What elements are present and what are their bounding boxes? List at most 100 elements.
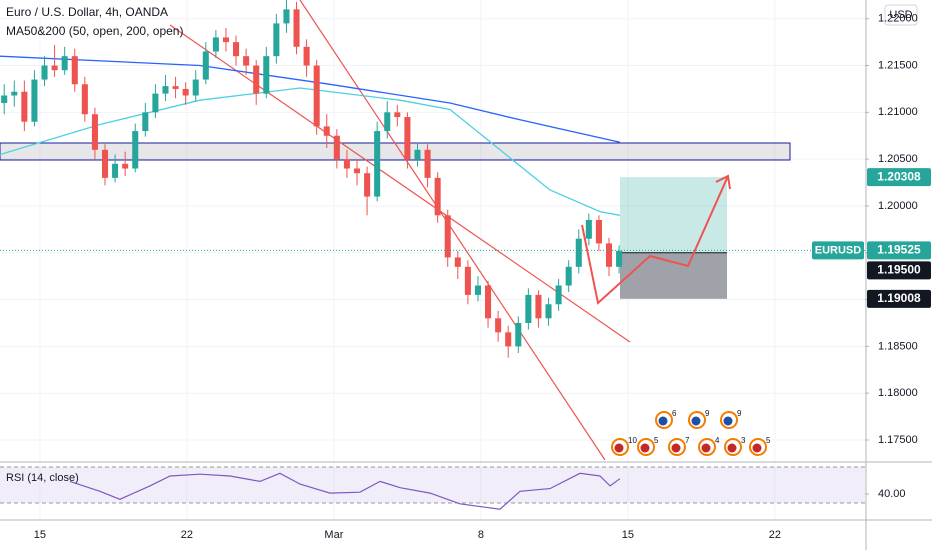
moving-average: [0, 87, 621, 216]
candle-body: [404, 117, 411, 160]
y-tick-label: 1.20500: [878, 153, 918, 165]
price-label-box: [867, 289, 931, 308]
candle-body: [11, 91, 18, 96]
y-tick-label: 1.18000: [878, 387, 918, 399]
x-tick-label: 15: [34, 529, 46, 541]
candle-body: [353, 168, 361, 174]
candle-body: [333, 135, 340, 160]
rsi-line: [69, 472, 621, 510]
event-count: 9: [705, 409, 710, 418]
candle-body: [162, 86, 169, 94]
candle-body: [303, 46, 310, 66]
candle-body: [545, 304, 552, 319]
currency[interactable]: USD: [889, 9, 912, 21]
y-tick-label: 1.22000: [878, 13, 918, 25]
candle-body: [464, 266, 471, 295]
candle-body: [444, 215, 451, 258]
candle-body: [384, 112, 391, 132]
rsi-band: [0, 467, 865, 503]
x-tick-label: 22: [769, 529, 781, 541]
candle-body: [243, 56, 250, 66]
x-tick-label: Mar: [324, 529, 343, 541]
candle-body: [81, 84, 88, 115]
stop-zone: [620, 252, 727, 299]
indicator-legend: MA50&200 (50, open, 200, open): [6, 24, 183, 38]
target-zone: [620, 177, 727, 253]
channel-line: [299, 0, 606, 461]
event-flag: [658, 416, 668, 426]
candle-body: [122, 163, 129, 169]
candle-body: [192, 79, 199, 96]
candle-body: [31, 79, 38, 122]
candle-body: [212, 37, 219, 52]
y-tick-label: 1.17500: [878, 434, 918, 446]
y-tick-label: 1.20000: [878, 200, 918, 212]
candle-body: [253, 65, 260, 94]
candle-body: [202, 51, 209, 80]
event-count: 10: [628, 436, 637, 445]
candle-body: [525, 294, 532, 323]
candle-body: [424, 149, 431, 178]
candle-body: [535, 294, 542, 319]
y-tick-label: 1.21000: [878, 106, 918, 118]
candle-body: [222, 37, 229, 43]
candle-body: [575, 238, 582, 267]
candle-body: [495, 318, 502, 333]
price-label-box: [867, 261, 931, 280]
candle-body: [454, 257, 461, 267]
event-count: 6: [672, 409, 677, 418]
chart-title: Euro / U.S. Dollar, 4h, OANDA: [6, 5, 168, 19]
candle-body: [394, 112, 401, 118]
projection: [581, 175, 729, 305]
moving-average: [0, 55, 621, 143]
x-tick-label: 22: [181, 529, 193, 541]
candle-body: [152, 93, 159, 113]
currency-button[interactable]: [884, 4, 918, 26]
event-flag: [691, 416, 701, 426]
y-tick-label: 1.18500: [878, 340, 918, 352]
event-count: 9: [737, 409, 742, 418]
candle-body: [313, 65, 320, 127]
symbol-label: EURUSD: [815, 244, 862, 256]
rsi-legend: RSI (14, close): [6, 472, 79, 484]
x-tick-label: 15: [622, 529, 634, 541]
event-flag: [727, 443, 737, 453]
y-tick-label: 1.21500: [878, 59, 918, 71]
candle-body: [605, 243, 613, 267]
arrow-head: [715, 174, 731, 190]
price-label: 1.19525: [877, 243, 921, 257]
candle-body: [434, 177, 441, 216]
candle-body: [585, 220, 592, 239]
channel-line: [169, 24, 631, 343]
event-count: 5: [766, 436, 771, 445]
x-tick-label: 8: [478, 529, 484, 541]
candle-body: [182, 88, 189, 96]
rsi-tick-label: 40.00: [878, 488, 906, 500]
candle-body: [364, 173, 371, 197]
candle-body: [343, 159, 350, 169]
price-label-box: [867, 241, 931, 260]
candle-body: [21, 91, 28, 122]
candle-body: [565, 266, 572, 286]
candle-body: [555, 285, 562, 305]
candle-body: [61, 56, 68, 71]
candle-body: [616, 250, 623, 267]
event-flag: [752, 443, 762, 453]
price-label: 1.19008: [877, 291, 921, 305]
symbol-label-box: [812, 241, 864, 260]
candle-body: [374, 131, 381, 197]
candle-body: [112, 163, 119, 178]
event-flag: [701, 443, 711, 453]
candle-body: [71, 56, 78, 85]
candle-body: [293, 9, 300, 47]
event-flag: [671, 443, 681, 453]
candle-body: [485, 285, 492, 319]
event-flag: [640, 443, 650, 453]
candle-body: [132, 131, 139, 169]
event-count: 3: [741, 436, 746, 445]
candle-body: [172, 86, 179, 89]
zone: [0, 142, 791, 161]
candle-body: [142, 112, 149, 132]
event-count: 5: [654, 436, 659, 445]
candle-body: [51, 65, 58, 71]
